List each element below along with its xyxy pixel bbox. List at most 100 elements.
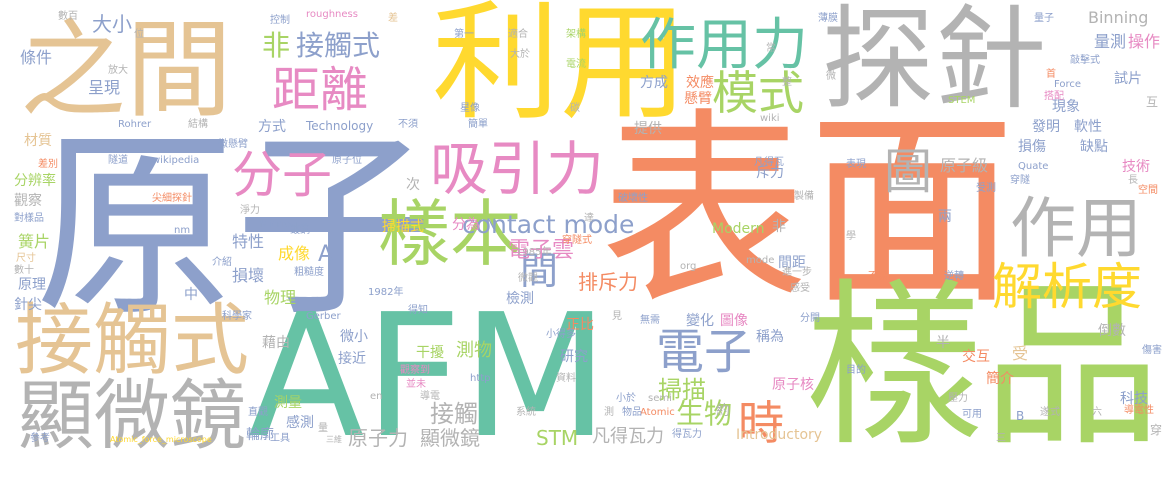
word: 次 <box>406 177 420 193</box>
word: 三 <box>996 433 1006 444</box>
word: 約 <box>716 403 730 419</box>
word: Introductory <box>736 427 823 443</box>
word: 空間 <box>1138 185 1158 196</box>
word: 原子 <box>35 111 436 344</box>
word: org <box>680 261 697 272</box>
word: 工具 <box>270 433 290 444</box>
word: 控制 <box>270 15 290 26</box>
word: 不易 <box>868 271 888 282</box>
word: 目的 <box>846 365 866 376</box>
word: 試片 <box>1114 71 1142 87</box>
word: 差別 <box>38 159 58 170</box>
word: 小得多 <box>546 329 576 340</box>
word: 首 <box>1046 69 1056 80</box>
word: 正比 <box>566 317 594 333</box>
word: 隧道 <box>108 155 128 166</box>
word: 兩 <box>938 209 952 225</box>
word: 半 <box>936 335 950 351</box>
word: 物品 <box>622 407 642 418</box>
word: 分為 <box>452 217 480 233</box>
word: 位 <box>134 29 144 40</box>
word: 穿隧 <box>1010 175 1030 186</box>
word: 原子力 <box>348 426 408 450</box>
word: 六 <box>1092 407 1102 418</box>
word: 時 <box>738 396 784 450</box>
word: Force <box>1054 79 1082 90</box>
word: 損壞 <box>232 266 265 285</box>
word: 適合 <box>508 29 528 40</box>
word: 倒數 <box>1098 323 1126 339</box>
word: 得知 <box>408 305 428 316</box>
word: 微懸臂 <box>218 139 248 150</box>
word: 常 <box>766 43 776 54</box>
word: 大小 <box>92 12 132 36</box>
word: 直觀 <box>248 407 268 418</box>
word: 間 <box>520 249 559 293</box>
word: 接觸式 <box>15 296 250 386</box>
word: 遂式 <box>1040 407 1060 418</box>
word: 效應 <box>686 75 714 91</box>
word: nm <box>174 225 191 236</box>
word: 測 <box>604 407 614 418</box>
word: 尺寸 <box>16 253 36 264</box>
word: en <box>370 391 383 402</box>
word: 變化 <box>686 313 714 329</box>
word: 中 <box>184 287 198 303</box>
word: 粗糙度 <box>294 267 324 278</box>
word: 參考 <box>30 433 50 444</box>
word: 結構 <box>188 119 208 130</box>
word: STM <box>536 426 579 450</box>
word: wiki <box>760 113 780 124</box>
word: 量 <box>318 423 328 434</box>
word: 排斥力 <box>578 270 638 294</box>
word: 不須 <box>398 119 418 130</box>
word: 可用 <box>962 409 982 420</box>
word: 薄膜 <box>818 13 838 24</box>
word: 量子 <box>1034 13 1054 24</box>
word: 互 <box>1146 95 1159 109</box>
word: 電子雲 <box>508 238 575 263</box>
word: 搭配 <box>1044 91 1064 102</box>
word: 現象 <box>1052 99 1080 115</box>
word: 樣品 <box>805 263 1161 470</box>
word: 穿 <box>1150 423 1163 437</box>
word: 尖細探針 <box>152 193 192 204</box>
word: B <box>1016 409 1025 423</box>
word: 量測 <box>1094 32 1127 51</box>
word: 操作 <box>1128 32 1161 51</box>
word: Micricopy <box>260 219 308 230</box>
word: 表面 <box>600 91 1016 333</box>
word: 簧片 <box>18 232 51 251</box>
word: 敲擊式 <box>1070 55 1100 66</box>
word: 整 <box>782 77 792 88</box>
word: 呈現 <box>88 78 121 97</box>
word: 樣本 <box>378 192 523 276</box>
word: 斥力 <box>756 165 784 181</box>
word: 凡得瓦力 <box>592 426 664 447</box>
word: 穿隧式 <box>562 235 592 246</box>
word: 稱為 <box>756 329 784 345</box>
word: 軟性 <box>1074 119 1102 135</box>
word: 對樣品 <box>14 213 44 224</box>
word: 利用 <box>432 0 689 138</box>
word: 損傷 <box>1018 139 1046 155</box>
word: 簡介 <box>986 371 1014 387</box>
word: 原子核 <box>772 377 814 393</box>
word: 懸臂 <box>684 91 712 107</box>
word: 探針 <box>822 0 1046 125</box>
word: 圖像 <box>720 313 748 329</box>
word: 材質 <box>24 133 52 149</box>
word: 特性 <box>232 232 265 251</box>
word: 放大 <box>108 65 128 76</box>
word: 微小 <box>340 329 368 345</box>
word: mode <box>746 255 775 266</box>
word: 微觀 <box>518 273 538 284</box>
word: 顯微鏡 <box>420 426 480 450</box>
word: 感受 <box>790 283 810 294</box>
word: http <box>470 373 491 384</box>
word: 受 <box>1012 344 1029 363</box>
word: 凡得瓦 <box>754 157 784 168</box>
word: Gerber <box>306 311 341 322</box>
word: 接觸式 <box>296 29 381 62</box>
